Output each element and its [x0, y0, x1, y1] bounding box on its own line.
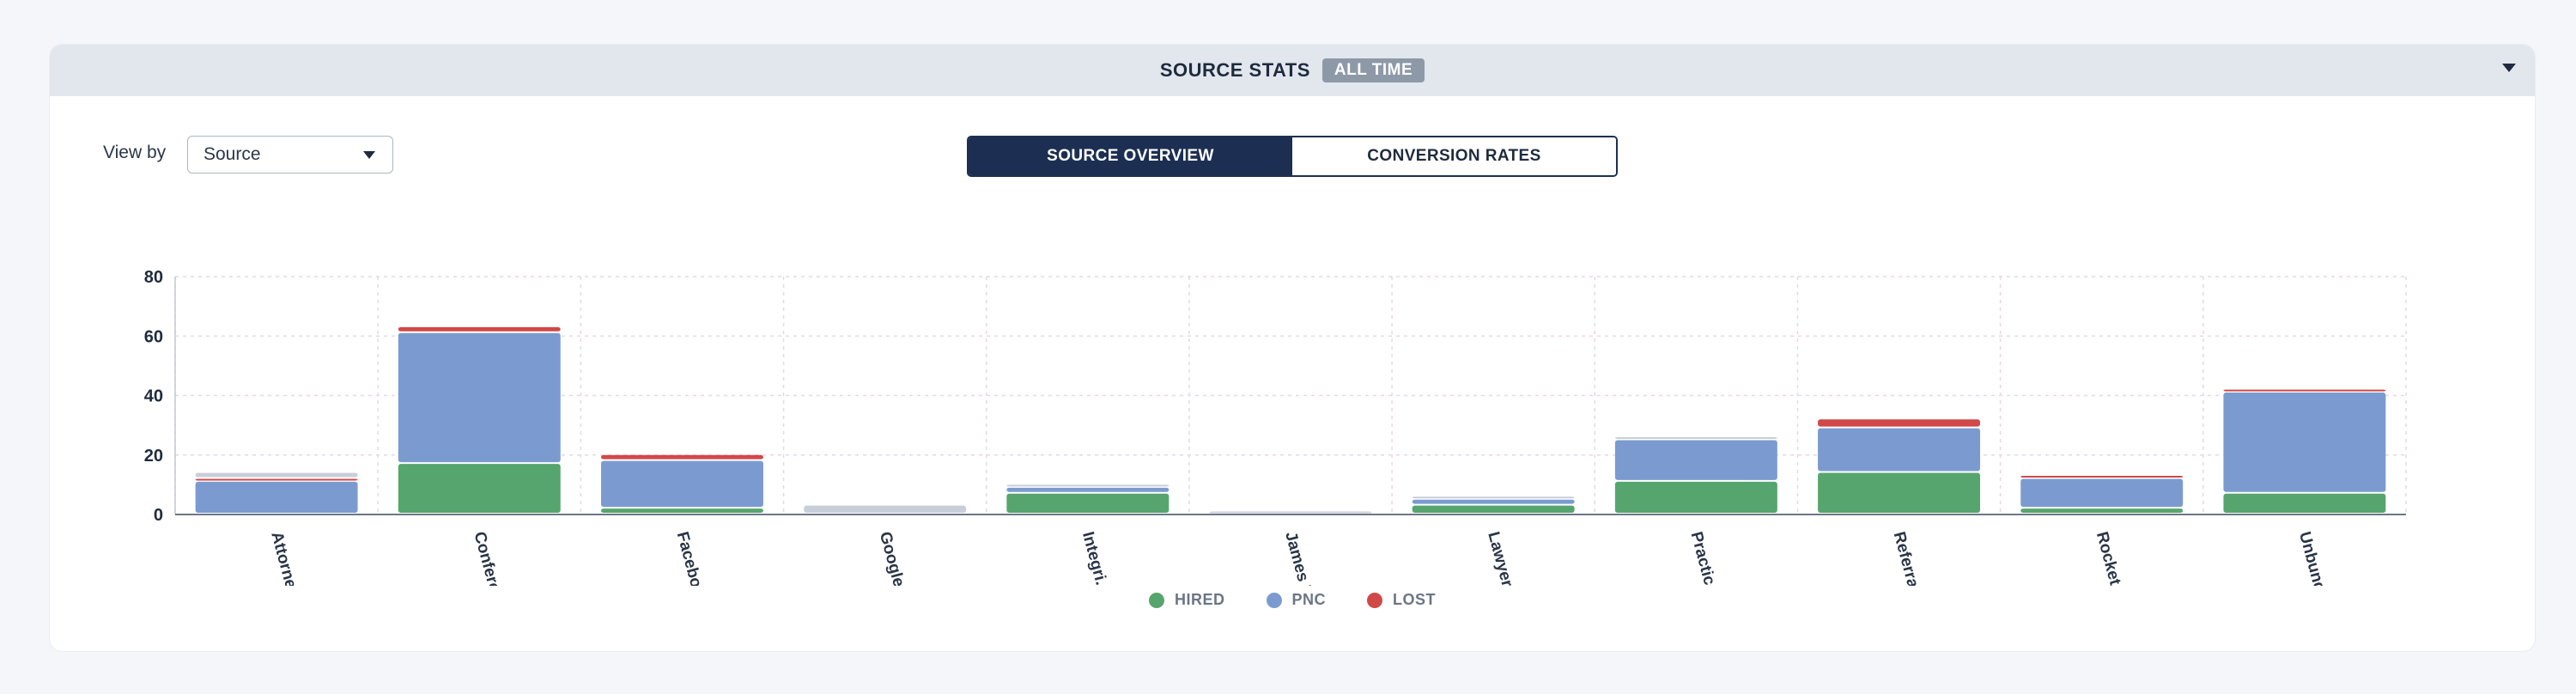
- tab-source-overview[interactable]: SOURCE OVERVIEW: [969, 137, 1292, 175]
- x-tick-label: Unbundl...: [2295, 530, 2333, 586]
- legend-label-lost: LOST: [1393, 591, 1437, 608]
- x-tick-label: Lawyeri...: [1484, 530, 1521, 586]
- bar-segment-hired-2: [600, 508, 763, 513]
- legend-item-hired[interactable]: HIRED: [1148, 591, 1225, 609]
- bar-segment-other-3: [804, 505, 967, 513]
- view-by-label: View by: [103, 143, 167, 162]
- legend-dot-hired: [1148, 592, 1164, 608]
- bar-segment-pnc-1: [398, 332, 561, 463]
- bar-segment-pnc-2: [600, 460, 763, 508]
- time-range-badge: ALL TIME: [1321, 58, 1425, 82]
- y-tick-label: 20: [144, 447, 163, 466]
- legend-dot-pnc: [1266, 592, 1282, 608]
- source-stats-card: SOURCE STATS ALL TIME View by Source SOU…: [50, 45, 2535, 651]
- x-tick-label: Integri...: [1078, 530, 1112, 586]
- card-header[interactable]: SOURCE STATS ALL TIME: [50, 45, 2535, 96]
- caret-down-icon: [363, 151, 375, 159]
- card-title: SOURCE STATS: [1159, 59, 1310, 81]
- bar-segment-other-6: [1412, 496, 1575, 499]
- bar-segment-hired-9: [2020, 508, 2184, 513]
- legend-dot-lost: [1367, 592, 1383, 608]
- legend-item-lost[interactable]: LOST: [1367, 591, 1436, 609]
- x-tick-label: Confere...: [470, 530, 507, 586]
- bar-segment-pnc-10: [2223, 393, 2386, 492]
- bar-segment-lost-1: [398, 326, 561, 332]
- bar-segment-pnc-0: [195, 481, 358, 513]
- bar-segment-hired-4: [1006, 493, 1170, 513]
- y-tick-label: 60: [144, 327, 163, 346]
- bar-segment-lost-0: [195, 478, 358, 481]
- bar-segment-hired-10: [2223, 493, 2386, 513]
- bar-segment-other-0: [195, 472, 358, 478]
- bar-segment-lost-2: [600, 454, 763, 460]
- bar-segment-hired-1: [398, 464, 561, 513]
- legend-label-hired: HIRED: [1174, 591, 1225, 608]
- bar-segment-other-4: [1006, 484, 1170, 487]
- bar-segment-pnc-6: [1412, 499, 1575, 504]
- chart-legend: HIRED PNC LOST: [50, 591, 2535, 609]
- bar-segment-hired-8: [1818, 472, 1981, 513]
- y-tick-label: 0: [154, 506, 163, 525]
- chevron-down-icon[interactable]: [2502, 64, 2516, 72]
- x-tick-label: Google ...: [876, 530, 913, 586]
- y-tick-label: 40: [144, 387, 163, 406]
- bar-segment-other-5: [1209, 511, 1372, 514]
- bar-segment-pnc-4: [1006, 487, 1170, 492]
- x-tick-label: Rocket ...: [2093, 530, 2129, 586]
- x-tick-label: James P...: [1281, 530, 1319, 586]
- tab-conversion-rates[interactable]: CONVERSION RATES: [1292, 137, 1616, 175]
- x-tick-label: Referra...: [1890, 530, 1926, 586]
- bar-segment-pnc-9: [2020, 478, 2184, 508]
- legend-label-pnc: PNC: [1291, 591, 1327, 608]
- bar-segment-hired-6: [1412, 505, 1575, 513]
- bar-segment-pnc-8: [1818, 428, 1981, 472]
- view-by-select[interactable]: Source: [187, 136, 393, 174]
- y-tick-label: 80: [144, 268, 163, 287]
- bar-segment-hired-7: [1614, 481, 1777, 513]
- view-by-value: Source: [204, 144, 261, 164]
- bar-segment-lost-10: [2223, 389, 2386, 392]
- bar-segment-other-7: [1614, 436, 1777, 439]
- bar-segment-pnc-7: [1614, 440, 1777, 480]
- x-tick-label: Practic...: [1687, 530, 1722, 586]
- legend-item-pnc[interactable]: PNC: [1266, 591, 1327, 609]
- stacked-bar-chart: 0 20 40 60 80 Attorne... Confere... Faceboo... G…: [144, 268, 2407, 586]
- x-tick-label: Attorne...: [267, 530, 303, 586]
- bar-segment-lost-8: [1818, 419, 1981, 427]
- view-toggle: SOURCE OVERVIEW CONVERSION RATES: [967, 136, 1618, 177]
- x-tick-label: Faceboo...: [673, 530, 712, 586]
- bar-segment-lost-9: [2020, 475, 2184, 478]
